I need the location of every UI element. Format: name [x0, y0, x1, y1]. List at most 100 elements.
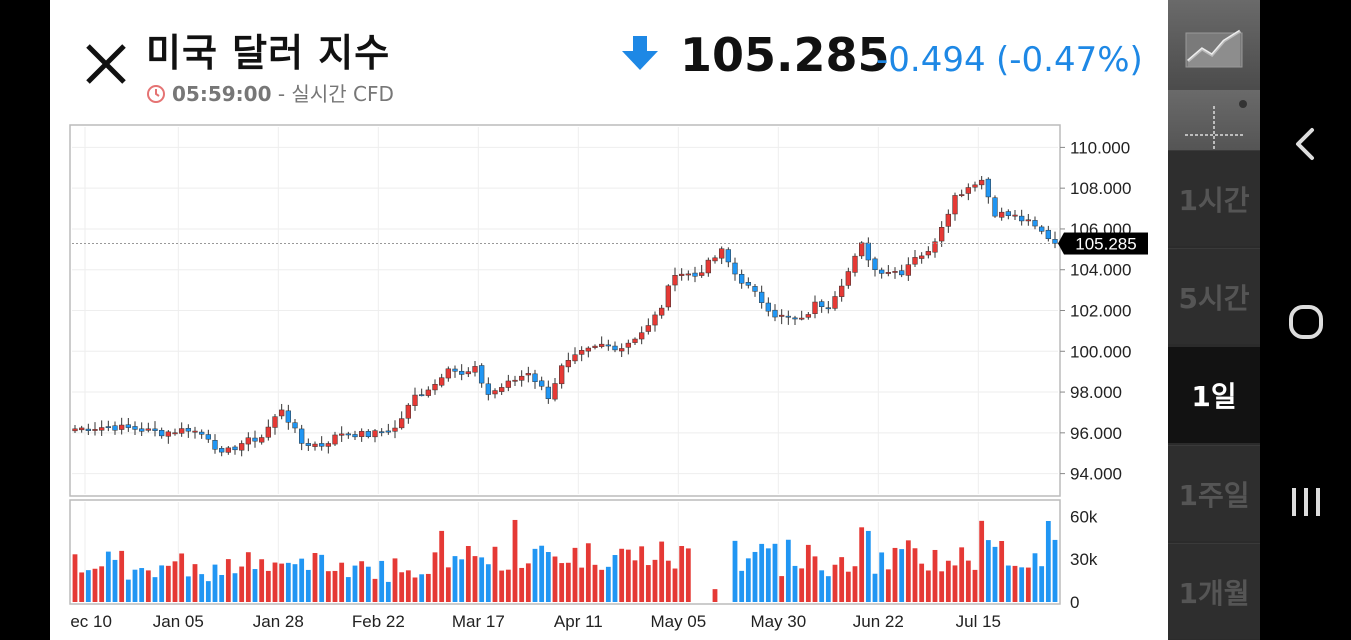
volume-bar: [432, 552, 438, 602]
y-tick-label: 94.000: [1070, 465, 1122, 484]
x-tick-label: Dec 10: [58, 612, 112, 631]
candle-body: [539, 380, 545, 387]
volume-bar: [212, 564, 218, 602]
volume-bar: [752, 551, 758, 602]
candle-body: [805, 314, 811, 318]
candle-body: [299, 428, 305, 444]
volume-tick-label: 30k: [1070, 550, 1098, 569]
volume-bar: [272, 562, 278, 602]
y-tick-label: 96.000: [1070, 424, 1122, 443]
candle-body: [899, 270, 905, 276]
volume-bar: [285, 562, 291, 602]
volume-bar: [985, 540, 991, 602]
candle-body: [225, 447, 231, 453]
candle-body: [332, 434, 338, 445]
volume-bar: [132, 569, 138, 602]
candle-body: [525, 373, 531, 376]
price-chart[interactable]: 110.000108.000106.000104.000102.000100.0…: [50, 118, 1168, 640]
candle-body: [325, 443, 331, 447]
volume-bar: [799, 568, 805, 602]
volume-bar: [659, 541, 665, 602]
x-tick-label: Jan 05: [153, 612, 204, 631]
period-button[interactable]: 1시간: [1168, 150, 1260, 246]
x-tick-label: Jan 28: [253, 612, 304, 631]
candle-body: [645, 325, 651, 332]
volume-bar: [619, 548, 625, 602]
candle-body: [952, 195, 958, 215]
candle-body: [185, 428, 191, 432]
x-tick-label: May 30: [750, 612, 806, 631]
period-button[interactable]: 5시간: [1168, 248, 1260, 344]
volume-bar: [805, 544, 811, 602]
candle-body: [872, 258, 878, 271]
candle-body: [79, 427, 85, 431]
volume-bar: [932, 549, 938, 602]
volume-bar: [499, 570, 505, 602]
quote-source: - 실시간 CFD: [277, 82, 394, 106]
candle-body: [372, 430, 378, 438]
volume-bar: [412, 577, 418, 602]
volume-bar: [459, 559, 465, 602]
volume-bar: [72, 554, 78, 602]
candle-body: [1052, 239, 1058, 244]
home-icon[interactable]: [1282, 298, 1330, 346]
volume-bar: [1052, 539, 1058, 602]
candle-body: [885, 272, 891, 274]
candle-body: [959, 194, 965, 196]
y-tick-label: 98.000: [1070, 383, 1122, 402]
candle-body: [85, 428, 91, 431]
period-button[interactable]: 1주일: [1168, 445, 1260, 541]
candle-body: [145, 428, 151, 431]
volume-bar: [872, 573, 878, 602]
candle-body: [172, 432, 178, 435]
volume-bar: [319, 554, 325, 602]
volume-bar: [779, 576, 785, 602]
candle-body: [565, 360, 571, 368]
back-icon[interactable]: [1282, 120, 1330, 168]
candle-body: [125, 424, 131, 428]
candle-body: [625, 342, 631, 348]
volume-bar: [519, 567, 525, 602]
volume-bar: [365, 566, 371, 602]
candle-body: [265, 426, 271, 438]
volume-bar: [845, 571, 851, 602]
candle-body: [425, 389, 431, 396]
volume-bar: [905, 540, 911, 602]
candle-body: [212, 440, 218, 450]
volume-bar: [139, 568, 145, 602]
candle-body: [839, 285, 845, 297]
candle-body: [105, 426, 111, 428]
candle-body: [179, 428, 185, 434]
volume-bar: [252, 569, 258, 602]
candle-body: [652, 314, 658, 326]
candle-body: [712, 257, 718, 262]
volume-bar: [859, 527, 865, 602]
candle-body: [199, 431, 205, 435]
candle-body: [252, 437, 258, 442]
recent-apps-icon[interactable]: [1282, 478, 1330, 526]
period-button[interactable]: 1일: [1168, 347, 1260, 443]
candle-body: [905, 264, 911, 276]
chart-toolbar: 1시간 5시간 1일 1주일 1개월: [1168, 0, 1260, 640]
candle-body: [599, 343, 605, 347]
x-tick-label: Apr 11: [554, 612, 603, 631]
line-chart-button[interactable]: [1168, 0, 1260, 96]
candle-body: [459, 370, 465, 375]
candle-body: [472, 366, 478, 373]
candle-body: [972, 184, 978, 188]
volume-bar: [352, 565, 358, 602]
period-button[interactable]: 1개월: [1168, 543, 1260, 639]
volume-bar: [125, 579, 131, 602]
volume-bar: [645, 565, 651, 602]
candle-body: [419, 394, 425, 397]
candle-body: [812, 301, 818, 314]
candle-body: [345, 433, 351, 436]
candle-body: [285, 410, 291, 423]
volume-bar: [959, 547, 965, 602]
x-tick-label: Feb 22: [352, 612, 405, 631]
candle-body: [859, 242, 865, 257]
candle-body: [585, 347, 591, 352]
volume-bar: [392, 558, 398, 602]
close-icon[interactable]: [82, 40, 130, 88]
volume-bar: [465, 546, 471, 602]
